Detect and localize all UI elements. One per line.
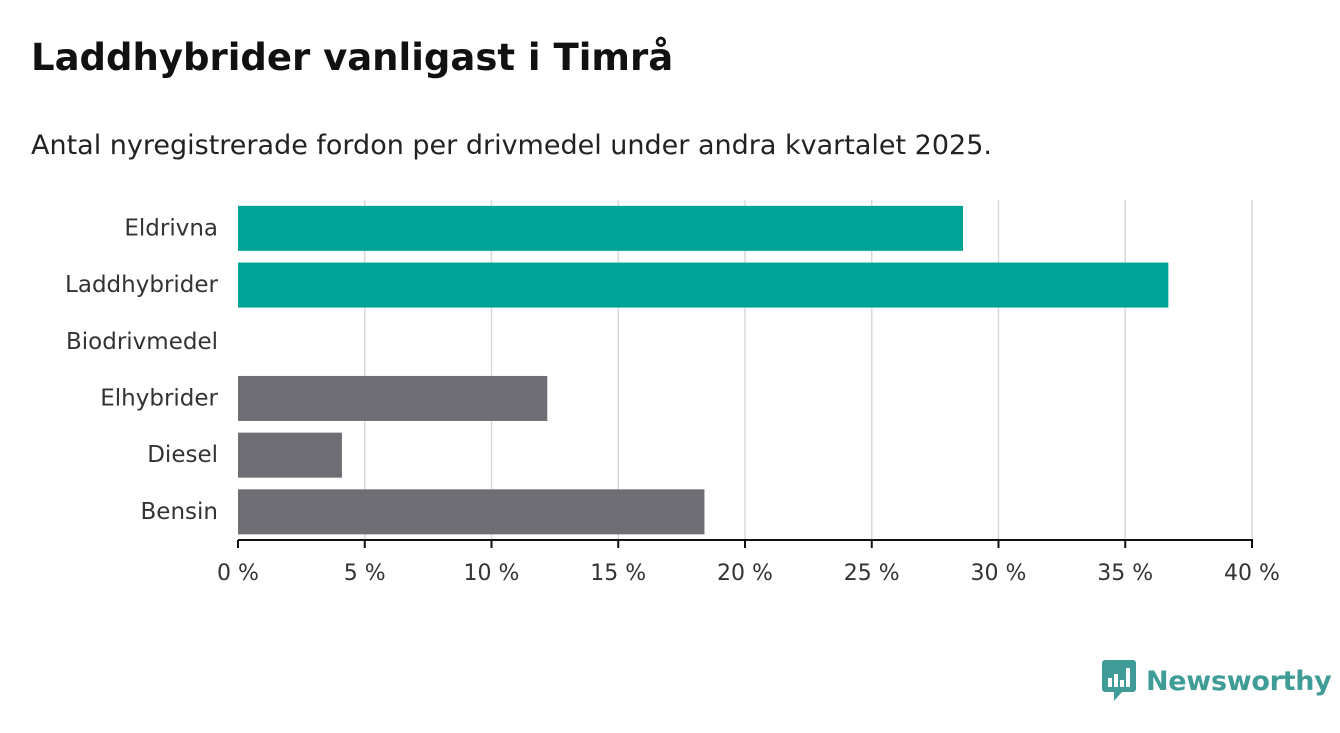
x-tick-label: 20 % — [717, 561, 773, 586]
category-label: Biodrivmedel — [66, 329, 218, 355]
bar-eldrivna — [238, 205, 964, 251]
bar-diesel — [238, 432, 342, 478]
bar-laddhybrider — [238, 262, 1169, 308]
x-tick-label: 30 % — [971, 561, 1027, 586]
grid-lines — [364, 200, 1253, 540]
bars — [238, 205, 1169, 535]
brand-name: Newsworthy — [1146, 665, 1332, 697]
bar-elhybrider — [238, 375, 548, 421]
x-tick-label: 15 % — [590, 561, 646, 586]
x-tick-label: 35 % — [1097, 561, 1153, 586]
chart-subtitle: Antal nyregistrerade fordon per drivmede… — [31, 130, 992, 161]
category-labels: Eldrivna Laddhybrider Biodrivmedel Elhybrid… — [65, 215, 218, 524]
x-axis: 0 % 5 % 10 % 15 % 20 % 25 % 30 % 35 % 40 % — [217, 539, 1280, 586]
newsworthy-logo: Newsworthy — [1102, 660, 1332, 702]
category-label: Laddhybrider — [65, 272, 218, 298]
category-label: Elhybrider — [100, 385, 218, 411]
chart-title: Laddhybrider vanligast i Timrå — [31, 36, 674, 79]
category-label: Bensin — [141, 499, 218, 525]
x-tick-label: 25 % — [844, 561, 900, 586]
category-label: Diesel — [147, 442, 218, 468]
bar-bensin — [238, 489, 705, 535]
x-tick-label: 0 % — [217, 561, 259, 586]
x-tick-label: 10 % — [464, 561, 520, 586]
x-tick-label: 40 % — [1224, 561, 1280, 586]
bar-chart-icon — [1102, 660, 1136, 701]
category-label: Eldrivna — [124, 215, 218, 241]
x-tick-label: 5 % — [344, 561, 386, 586]
